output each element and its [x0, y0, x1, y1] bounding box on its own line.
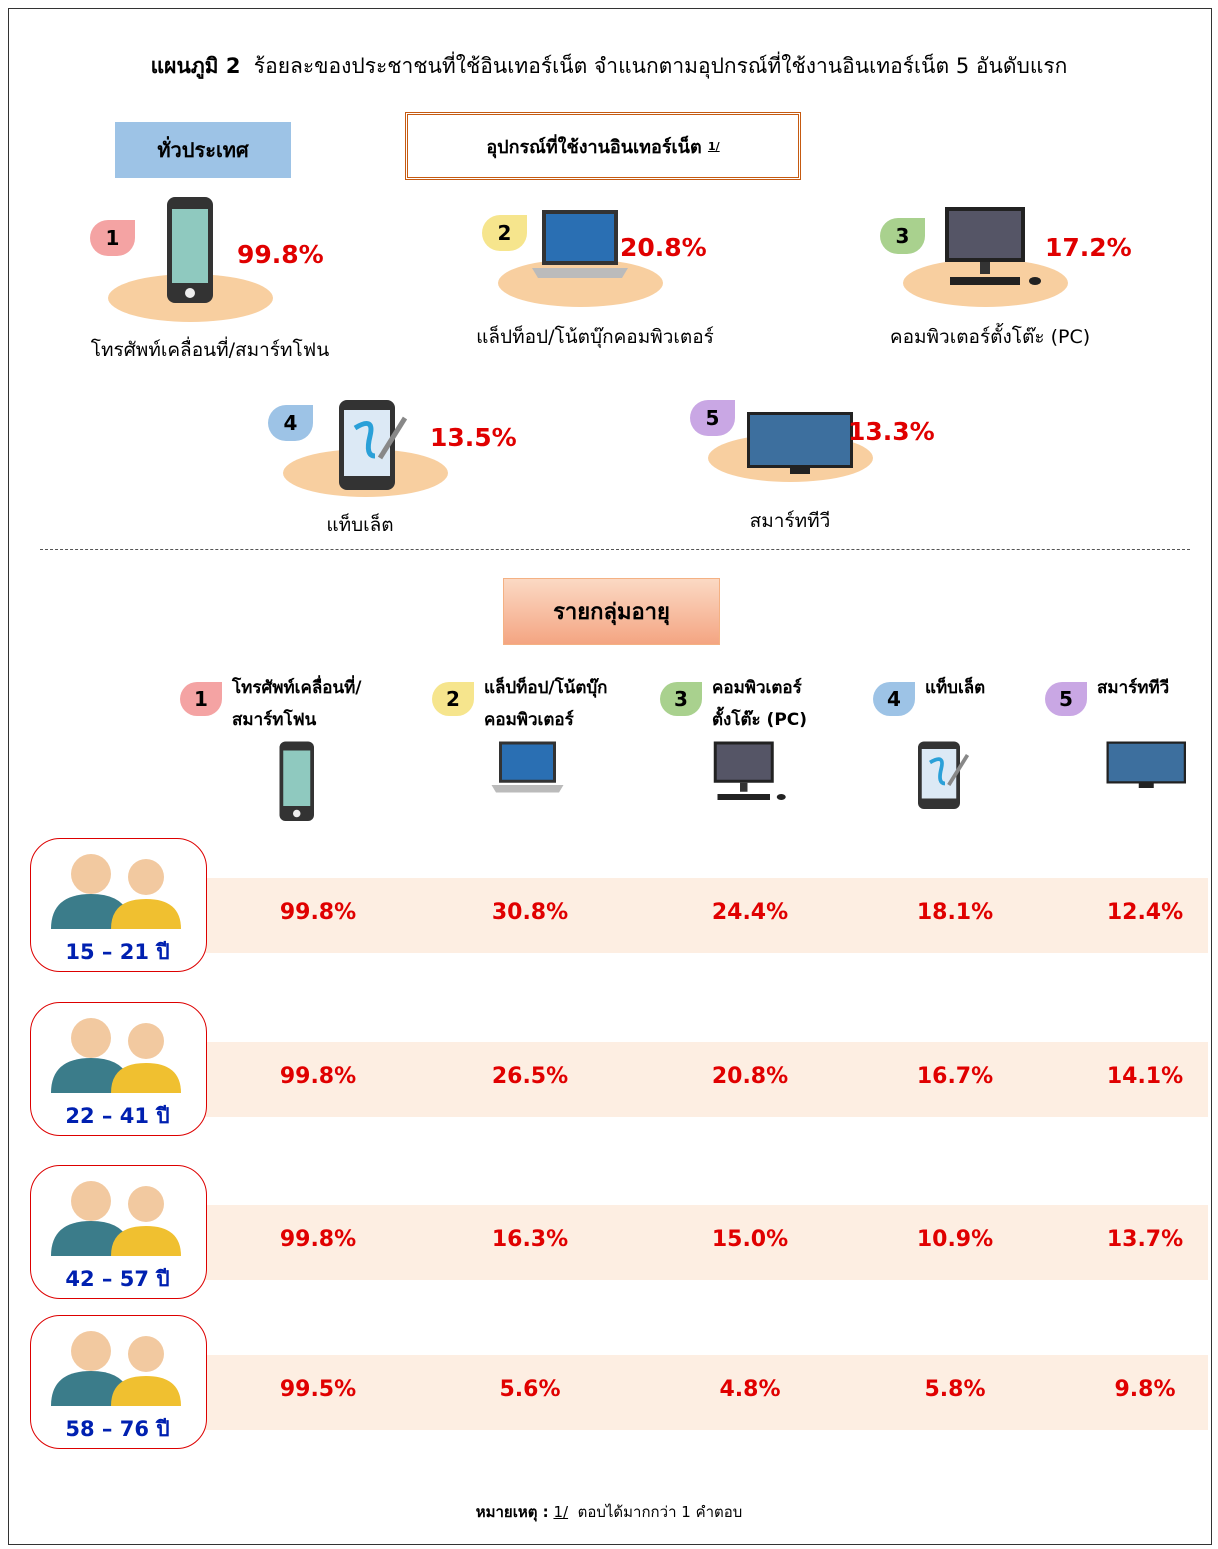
- age-value: 12.4%: [1106, 900, 1184, 925]
- age-value: 18.1%: [916, 900, 994, 925]
- age-value: 30.8%: [491, 900, 569, 925]
- column-name: ตั้งโต๊ะ (PC): [712, 710, 808, 730]
- title: แผนภูมิ 2 ร้อยละของประชาชนที่ใช้อินเทอร์…: [0, 50, 1218, 83]
- rank-badge: 1: [180, 682, 222, 716]
- column-name: คอมพิวเตอร์: [712, 678, 802, 698]
- age-value: 26.5%: [491, 1064, 569, 1089]
- age-value: 24.4%: [711, 900, 789, 925]
- age-value: 9.8%: [1114, 1377, 1176, 1402]
- devices-header-text: อุปกรณ์ที่ใช้งานอินเทอร์เน็ต: [486, 136, 702, 158]
- age-value: 99.8%: [279, 1064, 357, 1089]
- device-icon: [335, 398, 415, 497]
- age-label: 58 – 76 ปี: [65, 1417, 170, 1441]
- note: หมายเหตุ : 1/ ตอบได้มากกว่า 1 คำตอบ: [0, 1500, 1218, 1524]
- column-icon: [1105, 740, 1188, 796]
- rank-badge: 2: [482, 215, 527, 251]
- national-value: 20.8%: [620, 233, 707, 262]
- column-name: แท็บเล็ต: [925, 678, 986, 698]
- note-text: ตอบได้มากกว่า 1 คำตอบ: [577, 1503, 743, 1521]
- pedestal: [498, 259, 663, 307]
- age-pill: [30, 1315, 207, 1449]
- age-label: 22 – 41 ปี: [65, 1104, 170, 1128]
- age-value: 5.6%: [499, 1377, 561, 1402]
- age-value: 16.7%: [916, 1064, 994, 1089]
- age-label: 15 – 21 ปี: [65, 940, 170, 964]
- rank-badge: 3: [880, 218, 925, 254]
- age-value: 20.8%: [711, 1064, 789, 1089]
- age-value: 14.1%: [1106, 1064, 1184, 1089]
- divider: [40, 549, 1190, 550]
- national-value: 17.2%: [1045, 233, 1132, 262]
- column-name: สมาร์ททีวี: [1097, 678, 1170, 698]
- title-text: ร้อยละของประชาชนที่ใช้อินเทอร์เน็ต จำแนก…: [253, 54, 1068, 78]
- national-value: 13.5%: [430, 423, 517, 452]
- row-band: [205, 878, 1208, 953]
- column-name: แล็ปท็อป/โน้ตบุ๊ก: [484, 678, 608, 698]
- rank-badge: 1: [90, 220, 135, 256]
- column-icon: [490, 740, 565, 799]
- device-icon: [745, 410, 855, 484]
- row-band: [205, 1355, 1208, 1430]
- age-label: รายกลุ่มอายุ: [503, 578, 720, 645]
- national-value: 13.3%: [848, 417, 935, 446]
- rank-badge: 3: [660, 682, 702, 716]
- age-value: 5.8%: [924, 1377, 986, 1402]
- age-value: 99.8%: [279, 900, 357, 925]
- column-name: คอมพิวเตอร์: [484, 710, 574, 730]
- column-name: โทรศัพท์เคลื่อนที่/: [232, 678, 362, 698]
- age-value: 13.7%: [1106, 1227, 1184, 1252]
- title-prefix: แผนภูมิ 2: [150, 54, 241, 78]
- rank-badge: 2: [432, 682, 474, 716]
- device-icon: [530, 208, 630, 287]
- device-icon: [165, 195, 215, 309]
- age-label: 42 – 57 ปี: [65, 1267, 170, 1291]
- device-name: คอมพิวเตอร์ตั้งโต๊ะ (PC): [889, 326, 1091, 348]
- devices-header: อุปกรณ์ที่ใช้งานอินเทอร์เน็ต 1/: [405, 112, 801, 180]
- column-icon: [278, 740, 316, 826]
- device-name: สมาร์ททีวี: [749, 510, 831, 532]
- header-note: 1/: [707, 139, 720, 153]
- row-band: [205, 1205, 1208, 1280]
- device-name: แล็ปท็อป/โน้ตบุ๊กคอมพิวเตอร์: [476, 326, 714, 348]
- rank-badge: 4: [268, 405, 313, 441]
- device-icon: [940, 205, 1050, 294]
- device-name: แท็บเล็ต: [326, 514, 394, 536]
- frame: [8, 8, 1212, 1545]
- age-value: 16.3%: [491, 1227, 569, 1252]
- column-name: สมาร์ทโฟน: [232, 710, 317, 730]
- age-value: 99.5%: [279, 1377, 357, 1402]
- age-pill: [30, 838, 207, 972]
- national-value: 99.8%: [237, 240, 324, 269]
- age-pill: [30, 1165, 207, 1299]
- age-value: 10.9%: [916, 1227, 994, 1252]
- age-value: 4.8%: [719, 1377, 781, 1402]
- column-icon: [710, 740, 793, 807]
- national-label: ทั่วประเทศ: [115, 122, 291, 178]
- age-pill: [30, 1002, 207, 1136]
- device-name: โทรศัพท์เคลื่อนที่/สมาร์ทโฟน: [90, 339, 330, 361]
- age-value: 99.8%: [279, 1227, 357, 1252]
- note-ref: 1/: [553, 1503, 569, 1521]
- rank-badge: 5: [1045, 682, 1087, 716]
- age-value: 15.0%: [711, 1227, 789, 1252]
- row-band: [205, 1042, 1208, 1117]
- rank-badge: 4: [873, 682, 915, 716]
- rank-badge: 5: [690, 400, 735, 436]
- note-label: หมายเหตุ :: [475, 1503, 549, 1521]
- column-icon: [915, 740, 975, 814]
